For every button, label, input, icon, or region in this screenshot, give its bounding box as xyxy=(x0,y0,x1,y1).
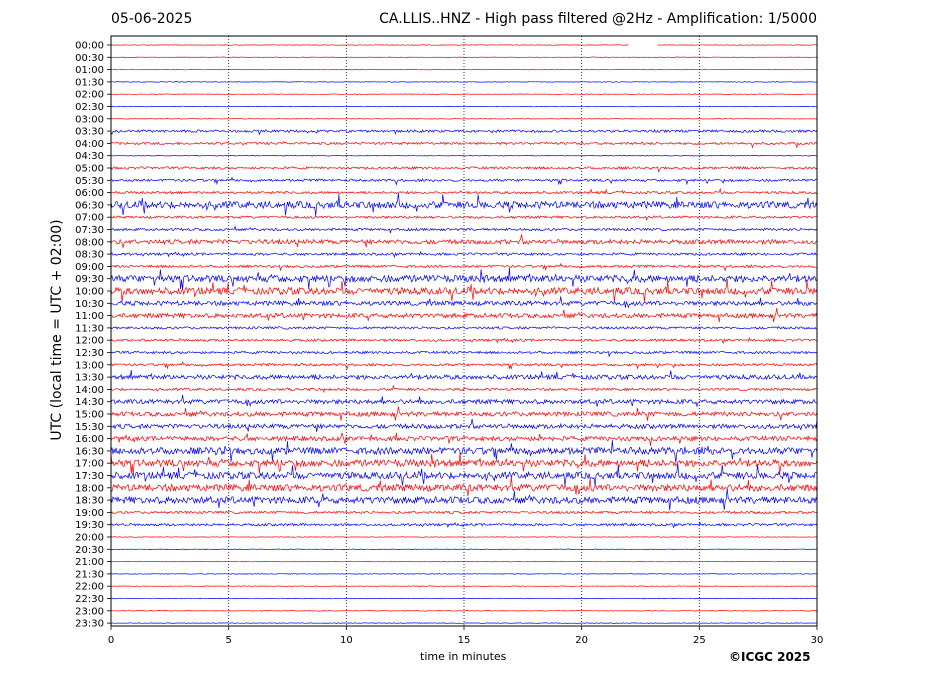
y-tick-label: 18:30 xyxy=(75,496,104,507)
y-tick-label: 13:30 xyxy=(75,373,104,384)
x-tick-label: 20 xyxy=(575,635,588,646)
trace-0230 xyxy=(110,105,817,108)
copyright-label: ©ICGC 2025 xyxy=(729,650,811,664)
trace-1400 xyxy=(110,384,818,394)
y-tick-label: 15:00 xyxy=(75,410,104,421)
trace-0930 xyxy=(110,267,818,291)
trace-0000 xyxy=(110,44,818,46)
trace-0900 xyxy=(110,262,818,272)
y-tick-label: 07:00 xyxy=(75,213,104,224)
trace-1230 xyxy=(110,350,818,358)
y-tick-label: 12:00 xyxy=(75,336,104,347)
date-label: 05-06-2025 xyxy=(111,11,193,27)
x-tick-label: 0 xyxy=(108,635,114,646)
y-tick-label: 00:00 xyxy=(75,41,104,52)
trace-1700 xyxy=(110,452,818,475)
trace-0200 xyxy=(111,93,818,95)
trace-2330 xyxy=(110,622,818,624)
x-tick-label: 10 xyxy=(340,635,353,646)
y-tick-label: 14:00 xyxy=(75,385,104,396)
y-tick-label: 01:30 xyxy=(75,77,104,88)
y-tick-label: 08:00 xyxy=(75,237,104,248)
y-tick-label: 10:00 xyxy=(75,287,104,298)
y-tick-label: 10:30 xyxy=(75,299,104,310)
trace-0330 xyxy=(110,129,818,136)
trace-1600 xyxy=(110,432,818,446)
y-tick-label: 02:00 xyxy=(75,90,104,101)
trace-group xyxy=(110,44,818,624)
y-tick-label: 21:30 xyxy=(75,569,104,580)
y-tick-label: 23:30 xyxy=(75,619,104,630)
y-tick-label: 08:30 xyxy=(75,250,104,261)
y-tick-label: 11:00 xyxy=(75,311,104,322)
y-tick-label: 19:00 xyxy=(75,508,104,519)
x-tick-label: 15 xyxy=(458,635,471,646)
y-tick-label: 22:00 xyxy=(75,582,104,593)
y-tick-label: 04:00 xyxy=(75,139,104,150)
y-tick-label: 02:30 xyxy=(75,102,104,113)
y-tick-label: 16:00 xyxy=(75,434,104,445)
x-tick-label: 5 xyxy=(225,635,231,646)
trace-1830 xyxy=(110,488,818,511)
x-axis-ticks: 0 5 10 15 20 25 30 xyxy=(108,626,824,646)
y-tick-label: 09:30 xyxy=(75,274,104,285)
y-tick-label: 09:00 xyxy=(75,262,104,273)
trace-2200 xyxy=(110,585,818,587)
x-axis-label: time in minutes xyxy=(420,650,507,663)
y-tick-label: 19:30 xyxy=(75,520,104,531)
trace-0630 xyxy=(110,192,818,216)
y-tick-label: 20:00 xyxy=(75,533,104,544)
y-tick-label: 17:00 xyxy=(75,459,104,470)
trace-0400 xyxy=(110,140,817,149)
y-tick-label: 06:00 xyxy=(75,188,104,199)
y-tick-label: 04:30 xyxy=(75,151,104,162)
vertical-grid xyxy=(228,36,700,626)
trace-0430 xyxy=(110,154,818,157)
y-tick-label: 13:00 xyxy=(75,360,104,371)
y-tick-label: 12:30 xyxy=(75,348,104,359)
y-tick-label: 23:00 xyxy=(75,606,104,617)
y-tick-label: 11:30 xyxy=(75,323,104,334)
trace-0800 xyxy=(110,234,818,248)
y-tick-label: 00:30 xyxy=(75,53,104,64)
y-tick-label: 03:00 xyxy=(75,114,104,125)
y-tick-label: 05:30 xyxy=(75,176,104,187)
trace-2230 xyxy=(110,597,818,600)
trace-0300 xyxy=(110,118,818,120)
trace-1000 xyxy=(110,279,818,303)
y-tick-label: 16:30 xyxy=(75,446,104,457)
trace-0730 xyxy=(110,225,818,234)
y-tick-label: 05:00 xyxy=(75,164,104,175)
y-tick-label: 07:30 xyxy=(75,225,104,236)
x-tick-label: 30 xyxy=(811,635,824,646)
y-tick-label: 20:30 xyxy=(75,545,104,556)
y-axis-label: UTC (local time = UTC + 02:00) xyxy=(49,219,65,441)
trace-1930 xyxy=(110,521,818,529)
x-tick-label: 25 xyxy=(693,635,706,646)
trace-2300 xyxy=(110,610,818,612)
y-tick-label: 01:00 xyxy=(75,65,104,76)
y-tick-label: 14:30 xyxy=(75,397,104,408)
y-tick-label: 22:30 xyxy=(75,594,104,605)
y-tick-label: 06:30 xyxy=(75,200,104,211)
y-tick-label: 21:00 xyxy=(75,557,104,568)
chart-title: CA.LLIS..HNZ - High pass filtered @2Hz -… xyxy=(379,11,817,27)
y-tick-label: 17:30 xyxy=(75,471,104,482)
trace-1330 xyxy=(110,370,818,381)
y-tick-label: 18:00 xyxy=(75,483,104,494)
y-tick-label: 03:30 xyxy=(75,127,104,138)
y-tick-label: 15:30 xyxy=(75,422,104,433)
